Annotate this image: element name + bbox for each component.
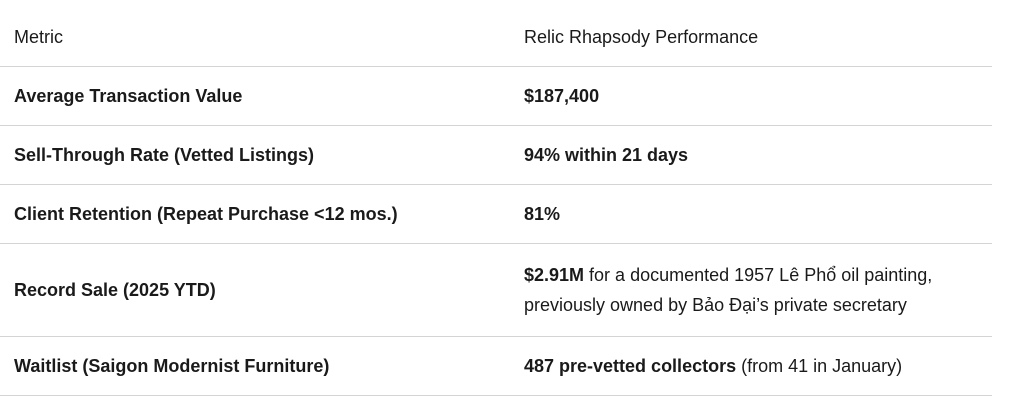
metric-cell: Waitlist (Saigon Modernist Furniture): [0, 336, 510, 396]
value-detail: for a documented 1957 Lê Phổ oil paintin…: [524, 265, 933, 315]
value-cell: $187,400: [510, 66, 992, 126]
header-performance: Relic Rhapsody Performance: [510, 8, 992, 67]
metric-cell: Sell-Through Rate (Vetted Listings): [0, 125, 510, 185]
value-highlight: $2.91M: [524, 265, 585, 285]
table-row: Record Sale (2025 YTD) $2.91M for a docu…: [0, 243, 992, 337]
table-row: Waitlist (Saigon Modernist Furniture) 48…: [0, 336, 992, 396]
table-row: Client Retention (Repeat Purchase <12 mo…: [0, 184, 992, 244]
value-highlight: 487 pre-vetted collectors: [524, 356, 737, 376]
value-cell: $2.91M for a documented 1957 Lê Phổ oil …: [510, 243, 992, 337]
value-highlight: 94% within 21 days: [524, 145, 689, 165]
value-cell: 94% within 21 days: [510, 125, 992, 185]
table-row: Sell-Through Rate (Vetted Listings) 94% …: [0, 125, 992, 185]
table-header-row: Metric Relic Rhapsody Performance: [0, 8, 992, 67]
performance-table: Metric Relic Rhapsody Performance Averag…: [0, 8, 992, 396]
header-metric: Metric: [0, 8, 510, 67]
value-cell: 81%: [510, 184, 992, 244]
metric-cell: Average Transaction Value: [0, 66, 510, 126]
metric-cell: Record Sale (2025 YTD): [0, 243, 510, 337]
table-row: Average Transaction Value $187,400: [0, 66, 992, 126]
value-cell: 487 pre-vetted collectors (from 41 in Ja…: [510, 336, 992, 396]
value-highlight: 81%: [524, 204, 561, 224]
metric-cell: Client Retention (Repeat Purchase <12 mo…: [0, 184, 510, 244]
value-detail: (from 41 in January): [736, 356, 903, 376]
value-highlight: $187,400: [524, 86, 600, 106]
